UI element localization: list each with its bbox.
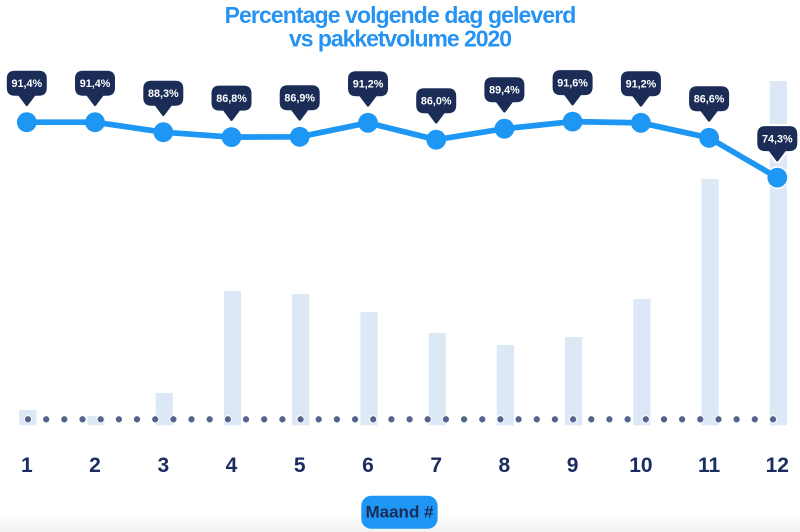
svg-text:74,3%: 74,3% (762, 134, 793, 146)
svg-text:12: 12 (766, 454, 789, 477)
svg-text:4: 4 (226, 454, 238, 477)
svg-text:86,0%: 86,0% (421, 96, 452, 108)
svg-text:91,6%: 91,6% (557, 78, 588, 90)
svg-text:86,6%: 86,6% (694, 94, 725, 106)
svg-text:89,4%: 89,4% (489, 85, 520, 97)
svg-text:Maand #: Maand # (365, 503, 434, 522)
svg-text:vs pakketvolume 2020: vs pakketvolume 2020 (289, 26, 511, 52)
svg-text:88,3%: 88,3% (148, 88, 179, 100)
svg-text:11: 11 (698, 454, 721, 477)
svg-text:Percentage volgende dag geleve: Percentage volgende dag geleverd (225, 2, 576, 28)
svg-text:86,8%: 86,8% (216, 93, 247, 105)
svg-text:91,4%: 91,4% (11, 78, 42, 90)
svg-text:91,2%: 91,2% (626, 79, 657, 91)
svg-text:7: 7 (430, 454, 442, 477)
svg-text:2: 2 (89, 454, 101, 477)
svg-text:1: 1 (21, 454, 33, 477)
svg-text:9: 9 (567, 454, 579, 477)
svg-text:5: 5 (294, 454, 306, 477)
svg-text:10: 10 (629, 454, 652, 477)
svg-text:91,2%: 91,2% (353, 79, 384, 91)
svg-text:6: 6 (362, 454, 374, 477)
svg-text:91,4%: 91,4% (80, 78, 111, 90)
svg-text:86,9%: 86,9% (284, 93, 315, 105)
svg-text:3: 3 (157, 454, 169, 477)
svg-text:8: 8 (499, 454, 511, 477)
